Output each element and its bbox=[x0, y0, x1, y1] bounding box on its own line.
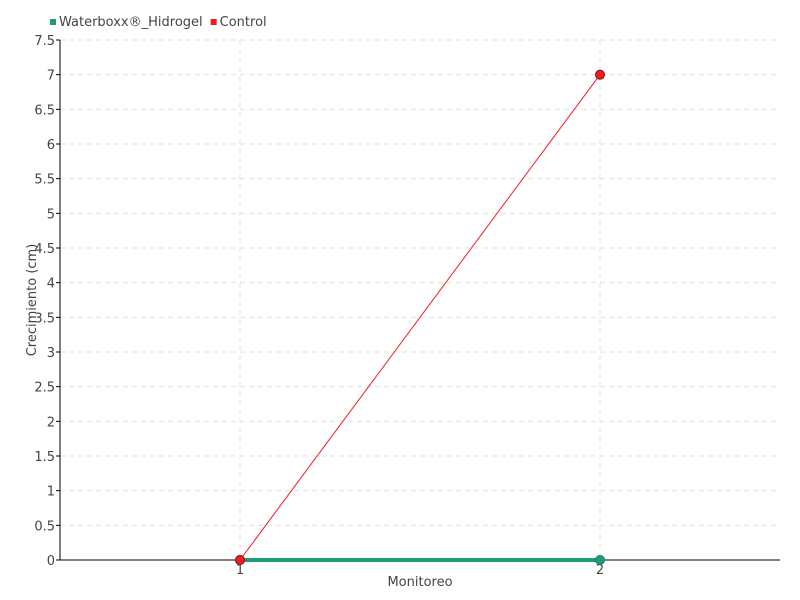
y-tick-label: 3.5 bbox=[34, 311, 55, 326]
y-tick-label: 3 bbox=[47, 346, 55, 361]
y-tick-label: 2.5 bbox=[34, 381, 55, 396]
y-tick-label: 7.5 bbox=[34, 34, 55, 49]
y-tick-label: 0 bbox=[47, 554, 55, 569]
data-point-waterboxx bbox=[595, 555, 605, 565]
x-axis-title: Monitoreo bbox=[387, 575, 452, 590]
y-tick-label: 6 bbox=[47, 138, 55, 153]
legend-marker bbox=[210, 19, 217, 25]
data-point-control bbox=[595, 69, 605, 80]
legend-label: Waterboxx®_Hidrogel bbox=[59, 15, 203, 30]
data-point-control bbox=[235, 555, 245, 565]
y-tick-label: 2 bbox=[47, 415, 55, 430]
y-tick-label: 7 bbox=[47, 69, 55, 84]
x-tick-label: 2 bbox=[596, 563, 604, 578]
y-tick-label: 5 bbox=[47, 207, 55, 222]
y-tick-label: 1.5 bbox=[34, 450, 55, 465]
y-tick-label: 6.5 bbox=[34, 103, 55, 118]
y-tick-label: 5.5 bbox=[34, 173, 55, 188]
y-tick-label: 1 bbox=[47, 485, 55, 500]
y-axis-title: Crecimiento (cm) bbox=[25, 244, 40, 357]
x-tick-label: 1 bbox=[236, 563, 244, 578]
y-tick-label: 4.5 bbox=[34, 242, 55, 257]
legend-label: Control bbox=[220, 15, 267, 30]
y-tick-label: 0.5 bbox=[34, 519, 55, 534]
series-line-control bbox=[239, 74, 601, 561]
y-tick-label: 4 bbox=[47, 277, 55, 292]
legend-marker bbox=[50, 19, 56, 25]
